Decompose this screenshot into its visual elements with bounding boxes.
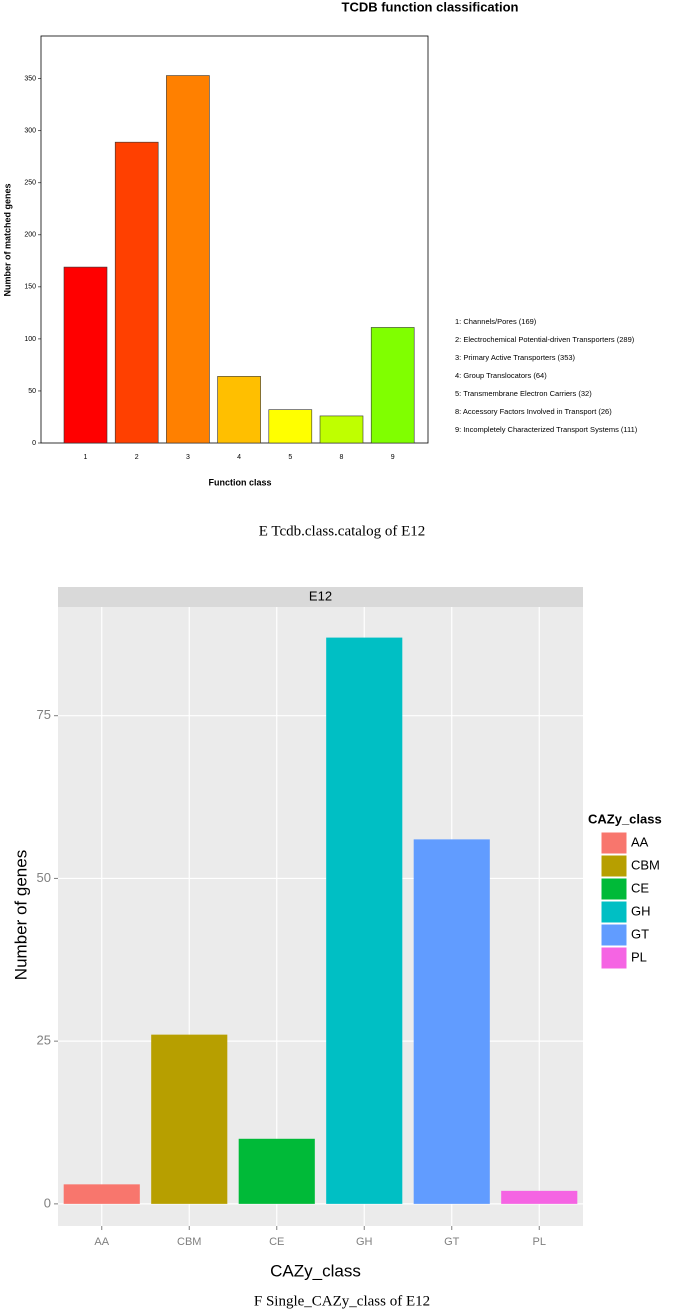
legend-key bbox=[600, 923, 628, 947]
x-tick-label: 2 bbox=[135, 454, 139, 461]
y-tick-label: 250 bbox=[24, 180, 36, 187]
caption: E Tcdb.class.catalog of E12 bbox=[259, 523, 426, 539]
legend-key bbox=[600, 946, 628, 970]
legend-title: CAZy_class bbox=[588, 811, 662, 826]
facet-strip bbox=[58, 587, 583, 607]
panel-background bbox=[58, 607, 583, 1226]
x-tick-label: 3 bbox=[186, 454, 190, 461]
legend-label: PL bbox=[631, 949, 647, 964]
y-tick-label: 0 bbox=[32, 440, 36, 447]
bar bbox=[217, 376, 261, 444]
legend-label: CE bbox=[631, 880, 649, 895]
y-tick-label: 200 bbox=[24, 232, 36, 239]
legend-key bbox=[600, 854, 628, 878]
x-tick-label: 4 bbox=[237, 454, 241, 461]
legend-key bbox=[600, 900, 628, 924]
legend-entry: 4: Group Translocators (64) bbox=[455, 371, 547, 380]
y-tick-label: 50 bbox=[28, 388, 36, 395]
x-axis-title: Function class bbox=[208, 477, 271, 487]
bar bbox=[63, 266, 108, 444]
y-tick-label: 150 bbox=[24, 284, 36, 291]
y-tick-label: 300 bbox=[24, 128, 36, 135]
y-tick-label: 25 bbox=[37, 1033, 51, 1048]
chart-title: TCDB function classification bbox=[342, 0, 519, 14]
y-tick-label: 75 bbox=[37, 707, 51, 722]
caption: F Single_CAZy_class of E12 bbox=[254, 1293, 430, 1309]
legend-label: GH bbox=[631, 903, 651, 918]
facet-label: E12 bbox=[309, 588, 332, 603]
x-axis-title: CAZy_class bbox=[270, 1261, 361, 1280]
bar bbox=[151, 1034, 228, 1204]
x-tick-label: PL bbox=[533, 1236, 546, 1248]
bar bbox=[268, 409, 313, 444]
y-tick-label: 50 bbox=[37, 870, 51, 885]
bar bbox=[166, 75, 210, 444]
y-axis-title: Number of genes bbox=[11, 850, 30, 980]
legend-entry: 8: Accessory Factors Involved in Transpo… bbox=[455, 407, 612, 416]
legend-entry: 2: Electrochemical Potential-driven Tran… bbox=[455, 335, 635, 344]
bar bbox=[63, 1184, 140, 1204]
y-tick-label: 100 bbox=[24, 336, 36, 343]
legend-entry: 9: Incompletely Characterized Transport … bbox=[455, 425, 638, 434]
bar bbox=[370, 327, 415, 444]
legend-entry: 3: Primary Active Transporters (353) bbox=[455, 353, 576, 362]
y-axis-title: Number of matched genes bbox=[2, 183, 12, 296]
x-tick-label: 5 bbox=[288, 454, 292, 461]
x-tick-label: GT bbox=[444, 1236, 460, 1248]
legend-label: GT bbox=[631, 926, 649, 941]
x-tick-label: 9 bbox=[391, 454, 395, 461]
x-tick-label: 8 bbox=[340, 454, 344, 461]
x-tick-label: CE bbox=[269, 1236, 284, 1248]
bar bbox=[114, 141, 159, 444]
legend-entry: 5: Transmembrane Electron Carriers (32) bbox=[455, 389, 592, 398]
legend-key bbox=[600, 877, 628, 901]
y-tick-label: 350 bbox=[24, 76, 36, 83]
legend-label: CBM bbox=[631, 857, 660, 872]
legend-label: AA bbox=[631, 834, 649, 849]
x-tick-label: 1 bbox=[84, 454, 88, 461]
legend-key bbox=[600, 831, 628, 855]
y-tick-label: 0 bbox=[44, 1195, 51, 1210]
bar bbox=[501, 1190, 578, 1204]
bar bbox=[238, 1138, 315, 1204]
x-tick-label: GH bbox=[356, 1236, 373, 1248]
bar bbox=[413, 839, 490, 1204]
legend-entry: 1: Channels/Pores (169) bbox=[455, 317, 537, 326]
bar bbox=[326, 637, 403, 1204]
bar bbox=[319, 415, 364, 444]
x-tick-label: AA bbox=[94, 1236, 109, 1248]
x-tick-label: CBM bbox=[177, 1236, 201, 1248]
